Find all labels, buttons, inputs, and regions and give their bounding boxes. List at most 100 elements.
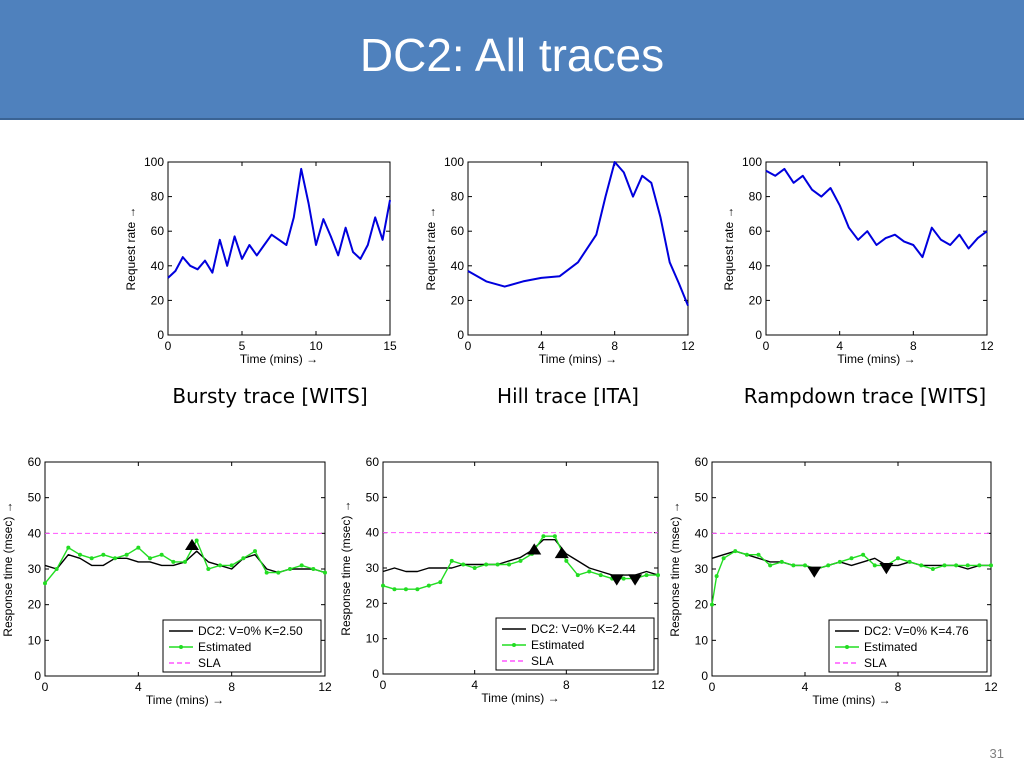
plot-area	[167, 161, 391, 336]
estimated-point	[229, 563, 234, 568]
legend-label: DC2: V=0% K=2.44	[531, 622, 636, 636]
estimated-point	[78, 552, 82, 557]
y-tick-label: 100	[144, 155, 164, 169]
legend-label: Estimated	[198, 640, 251, 654]
x-tick-label: 0	[709, 680, 716, 694]
estimated-point	[311, 567, 316, 571]
slide-number: 31	[989, 746, 1004, 761]
estimated-point	[449, 558, 454, 563]
x-tick-label: 12	[980, 339, 994, 353]
triangle-marker	[628, 574, 643, 586]
y-tick-label: 60	[749, 224, 763, 238]
estimated-point	[438, 580, 443, 585]
trace-line	[467, 161, 689, 306]
x-axis-label: Time (mins) →	[837, 352, 915, 366]
legend: DC2: V=0% K=4.76 Estimated SLA	[828, 619, 988, 673]
estimated-point	[644, 573, 649, 578]
legend-label: DC2: V=0% K=4.76	[864, 624, 969, 638]
estimated-point	[484, 562, 489, 567]
estimated-point	[113, 556, 117, 561]
estimated-point	[849, 556, 854, 561]
x-tick-label: 8	[895, 680, 902, 694]
y-tick-label: 100	[742, 155, 762, 169]
estimated-point	[965, 563, 970, 568]
estimated-point	[744, 552, 749, 557]
triangle-marker	[185, 538, 199, 551]
y-tick-label: 100	[444, 155, 464, 169]
x-tick-label: 0	[380, 678, 387, 692]
y-tick-label: 80	[151, 190, 165, 204]
y-tick-label: 20	[749, 293, 763, 307]
estimated-point	[101, 552, 106, 557]
legend-label: SLA	[864, 656, 887, 670]
estimated-point	[253, 549, 257, 554]
x-axis-label: Time (mins) →	[240, 352, 318, 366]
x-tick-label: 0	[763, 339, 770, 353]
estimated-point	[575, 573, 580, 578]
y-tick-label: 0	[457, 328, 464, 342]
y-tick-label: 50	[695, 491, 709, 505]
y-axis-label: Request rate →	[124, 206, 138, 290]
x-tick-label: 4	[836, 339, 843, 353]
y-tick-label: 40	[151, 259, 165, 273]
estimated-point	[714, 574, 719, 579]
estimated-point	[768, 563, 773, 568]
triangle-marker	[527, 543, 542, 555]
y-tick-label: 0	[157, 328, 164, 342]
estimated-point	[159, 552, 164, 557]
estimated-point	[89, 556, 94, 561]
legend-swatch-point	[845, 645, 849, 649]
y-axis-label: Response time (msec) →	[668, 501, 682, 636]
estimated-point	[218, 563, 222, 568]
legend: DC2: V=0% K=2.44 Estimated SLA	[495, 617, 655, 671]
chart-response-bursty: 0 4 8 12 0 10 20 30 40 50 60 Time (mins) → Response …	[1, 455, 332, 707]
y-axis-label: Request rate →	[722, 206, 736, 290]
x-tick-label: 15	[383, 339, 397, 353]
chart-response-hill: 0 4 8 12 0 10 20 30 40 50 60 Time (mins) → Response …	[339, 455, 665, 705]
y-tick-label: 40	[749, 259, 763, 273]
trace-line	[167, 167, 391, 279]
estimated-point	[194, 538, 199, 543]
estimated-point	[171, 559, 176, 564]
trace-line	[765, 167, 988, 259]
caption-bursty: Bursty trace [WITS]	[172, 384, 368, 408]
estimated-point	[989, 563, 993, 568]
estimated-point	[461, 562, 466, 567]
estimated-point	[183, 559, 187, 564]
y-tick-label: 60	[366, 455, 380, 469]
chart-hill-trace: 0 4 8 12 0 20 40 60 80 100 Time (mins) → Request ra…	[424, 155, 695, 366]
x-axis-label: Time (mins) →	[539, 352, 617, 366]
y-tick-label: 50	[28, 491, 42, 505]
legend-label: SLA	[531, 654, 554, 668]
y-tick-label: 40	[695, 526, 709, 540]
y-tick-label: 30	[695, 562, 709, 576]
y-tick-label: 40	[28, 526, 42, 540]
x-axis-label: Time (mins) →	[812, 693, 890, 707]
estimated-point	[621, 576, 626, 581]
estimated-point	[541, 534, 546, 539]
estimated-point	[241, 556, 246, 561]
estimated-point	[415, 587, 420, 592]
x-tick-label: 4	[135, 680, 142, 694]
x-axis-label: Time (mins) →	[146, 693, 224, 707]
estimated-point	[148, 556, 152, 561]
legend: DC2: V=0% K=2.50 Estimated SLA	[162, 619, 322, 673]
y-tick-label: 20	[366, 596, 380, 610]
y-tick-label: 20	[151, 293, 165, 307]
estimated-point	[54, 567, 59, 571]
y-tick-label: 10	[366, 632, 380, 646]
estimated-point	[930, 567, 935, 571]
x-tick-label: 4	[471, 678, 478, 692]
legend-label: Estimated	[864, 640, 917, 654]
estimated-point	[264, 570, 269, 575]
x-tick-label: 12	[651, 678, 665, 692]
estimated-point	[598, 573, 603, 578]
estimated-point	[826, 563, 831, 568]
y-tick-label: 60	[151, 224, 165, 238]
y-tick-label: 0	[372, 667, 379, 681]
x-tick-label: 8	[563, 678, 570, 692]
x-tick-label: 4	[538, 339, 545, 353]
x-tick-label: 8	[611, 339, 618, 353]
y-tick-label: 20	[695, 598, 709, 612]
estimated-point	[872, 563, 877, 568]
